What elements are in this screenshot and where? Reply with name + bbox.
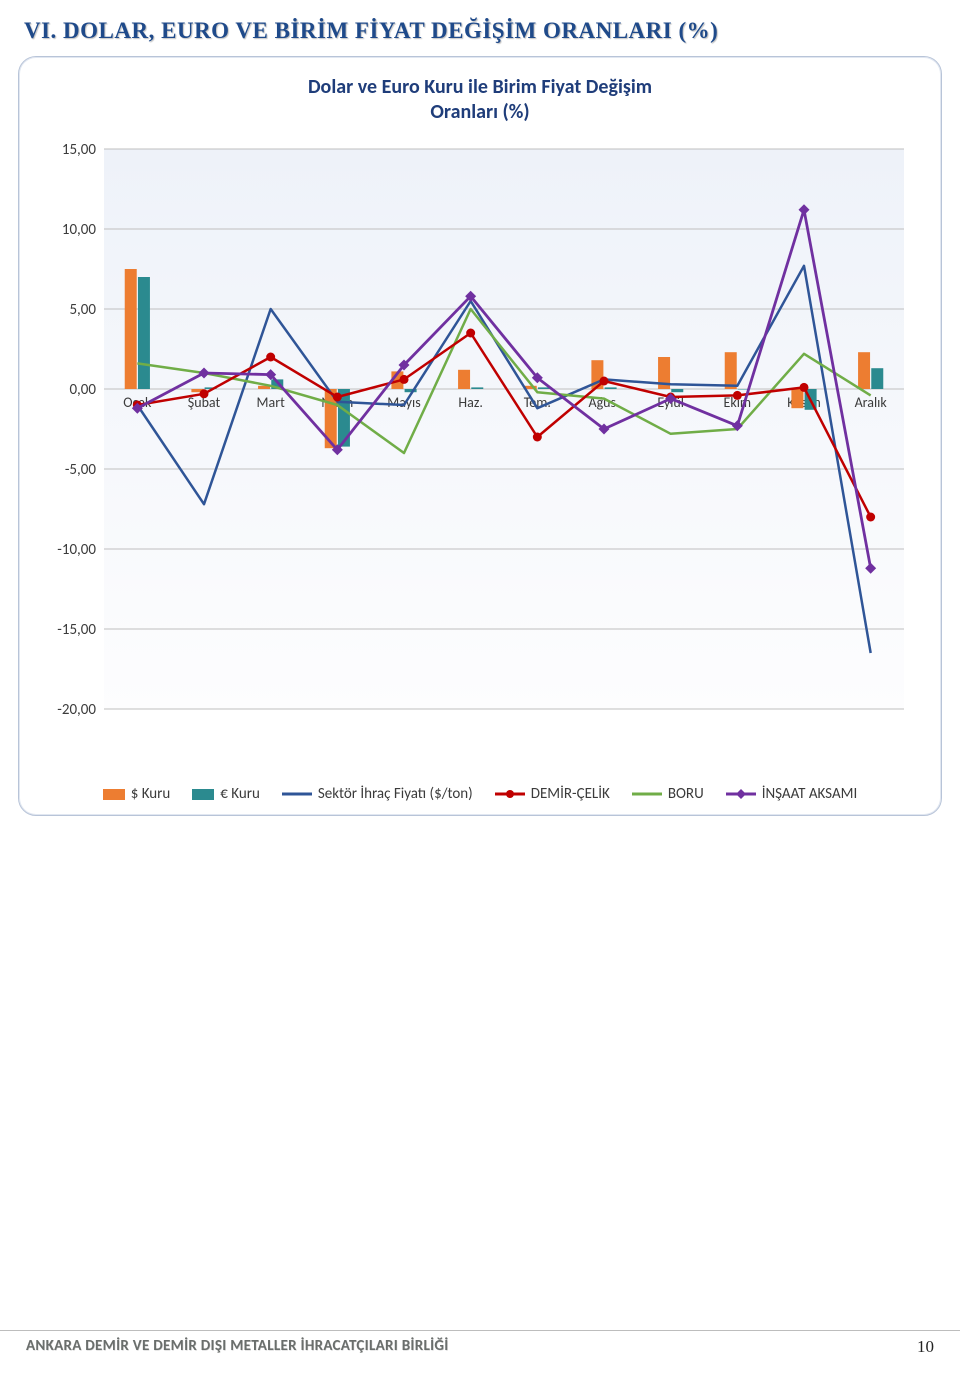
legend: $ Kuru € Kuru Sektör İhraç Fiyatı ($/ton) D…: [33, 785, 927, 803]
svg-text:Haz.: Haz.: [458, 394, 483, 411]
svg-text:15,00: 15,00: [62, 141, 97, 159]
svg-text:10,00: 10,00: [62, 221, 97, 239]
legend-label: € Kuru: [220, 785, 260, 803]
legend-item: Sektör İhraç Fiyatı ($/ton): [282, 785, 473, 803]
legend-item: DEMİR-ÇELİK: [495, 785, 610, 803]
svg-text:-5,00: -5,00: [65, 461, 97, 479]
legend-swatch: [192, 789, 214, 800]
legend-item: $ Kuru: [103, 785, 171, 803]
legend-label: BORU: [668, 785, 704, 803]
svg-text:5,00: 5,00: [69, 301, 96, 319]
legend-line-icon: [495, 788, 525, 800]
legend-swatch: [103, 789, 125, 800]
legend-label: İNŞAAT AKSAMI: [762, 785, 858, 803]
svg-text:Mayıs: Mayıs: [387, 394, 420, 411]
chart-svg: -20,00 -15,00 -10,00 -5,00 0,00 5,00 10,00 15,0…: [33, 129, 927, 779]
legend-item: İNŞAAT AKSAMI: [726, 785, 858, 803]
chart-panel: Dolar ve Euro Kuru ile Birim Fiyat Değiş…: [18, 56, 942, 816]
svg-text:-20,00: -20,00: [57, 701, 96, 719]
legend-line-icon: [282, 788, 312, 800]
legend-item: € Kuru: [192, 785, 260, 803]
footer-org: ANKARA DEMİR VE DEMİR DIŞI METALLER İHRA…: [26, 1337, 449, 1357]
svg-text:Mart: Mart: [257, 394, 286, 411]
legend-line-icon: [726, 788, 756, 800]
legend-line-icon: [632, 788, 662, 800]
svg-text:Aralık: Aralık: [855, 394, 888, 411]
legend-label: DEMİR-ÇELİK: [531, 785, 610, 803]
page-number: 10: [917, 1337, 934, 1357]
legend-label: Sektör İhraç Fiyatı ($/ton): [318, 785, 473, 803]
svg-text:-15,00: -15,00: [57, 621, 96, 639]
chart-title: Dolar ve Euro Kuru ile Birim Fiyat Değiş…: [33, 75, 927, 125]
footer: ANKARA DEMİR VE DEMİR DIŞI METALLER İHRA…: [0, 1330, 960, 1357]
legend-label: $ Kuru: [131, 785, 171, 803]
page-title: VI. DOLAR, EURO VE BİRİM FİYAT DEĞİŞİM O…: [0, 0, 960, 52]
svg-text:0,00: 0,00: [69, 381, 96, 399]
legend-item: BORU: [632, 785, 704, 803]
svg-text:-10,00: -10,00: [57, 541, 96, 559]
